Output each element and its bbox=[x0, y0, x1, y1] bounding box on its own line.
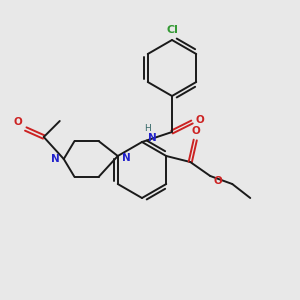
Text: H: H bbox=[145, 124, 152, 133]
Text: O: O bbox=[13, 117, 22, 127]
Text: N: N bbox=[122, 153, 130, 163]
Text: N: N bbox=[148, 133, 156, 143]
Text: O: O bbox=[213, 176, 222, 186]
Text: Cl: Cl bbox=[166, 25, 178, 35]
Text: O: O bbox=[196, 115, 205, 125]
Text: O: O bbox=[192, 126, 201, 136]
Text: N: N bbox=[51, 154, 60, 164]
